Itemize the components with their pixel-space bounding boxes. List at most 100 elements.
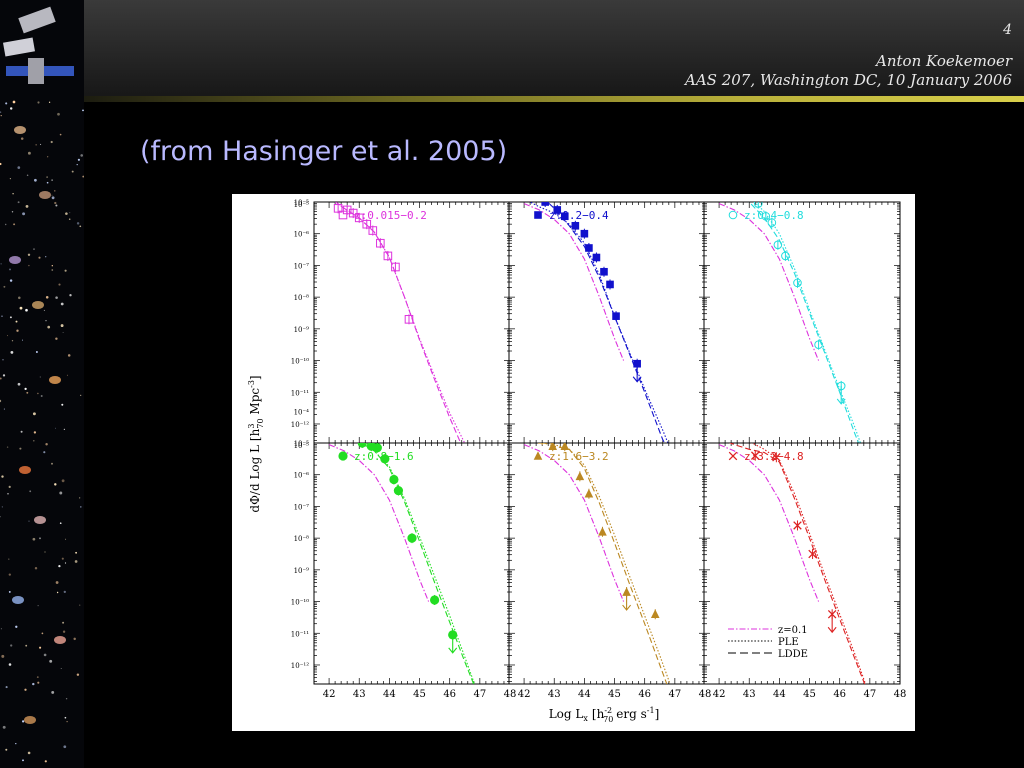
star — [54, 483, 57, 486]
star — [1, 654, 5, 658]
star — [18, 296, 21, 300]
galaxy — [34, 516, 46, 524]
star — [0, 516, 1, 518]
star — [22, 339, 23, 341]
star — [32, 537, 36, 541]
star — [0, 162, 2, 166]
star — [80, 154, 84, 157]
star — [1, 475, 4, 478]
reference-z0.1-curve — [718, 444, 820, 602]
panel-frame — [313, 201, 511, 444]
star — [17, 201, 20, 204]
panel-label: z:0.015−0.2 — [354, 209, 427, 222]
star — [49, 659, 53, 663]
star — [9, 107, 13, 110]
data-point — [354, 213, 364, 223]
data-point — [793, 278, 802, 288]
panel-frame — [508, 442, 706, 685]
star — [43, 451, 46, 454]
star — [62, 332, 64, 333]
panel-plot-area — [333, 202, 466, 443]
star — [74, 560, 78, 563]
data-point — [633, 359, 641, 368]
star — [59, 522, 62, 525]
star — [48, 101, 51, 103]
star — [10, 644, 13, 647]
star — [25, 644, 28, 647]
star — [73, 637, 76, 641]
star — [8, 485, 11, 489]
star — [51, 690, 55, 694]
star — [36, 676, 39, 678]
panel-plot-area — [523, 202, 669, 443]
ple-model-curve — [528, 202, 669, 443]
x-axis-label-sub: x — [583, 714, 588, 723]
star — [51, 196, 55, 200]
galaxy — [54, 636, 66, 644]
panel-ticks — [704, 201, 900, 443]
star — [65, 212, 68, 215]
y-axis-label-main: dΦ/d Log L [h — [248, 428, 262, 512]
chart-svg: dΦ/d Log L [h370 Mpc-3]Log Lx [h-2 70 erg s… — [247, 199, 906, 724]
luminosity-function-figure: dΦ/d Log L [h370 Mpc-3] Log Lx [h-2 70 erg s… — [232, 194, 915, 731]
data-point — [808, 549, 817, 559]
y-axis-label-sup: 3 — [247, 424, 256, 429]
star — [46, 176, 48, 178]
reference-z0.1-curve — [523, 203, 625, 361]
star — [12, 100, 16, 104]
star — [57, 112, 60, 116]
star — [22, 212, 26, 216]
x-tick-label: 44 — [773, 689, 786, 700]
star — [9, 268, 11, 271]
star — [0, 263, 2, 265]
x-axis-label-units-tail-sup: -1 — [647, 706, 655, 715]
star — [8, 590, 11, 593]
galaxy — [39, 191, 51, 199]
star — [63, 745, 67, 749]
data-point — [448, 630, 458, 640]
star — [0, 399, 2, 403]
star — [58, 564, 61, 568]
star — [43, 309, 45, 311]
star — [39, 376, 41, 378]
data-point — [560, 212, 569, 221]
x-tick-label: 45 — [608, 689, 621, 700]
star — [69, 212, 71, 214]
data-point — [368, 226, 378, 235]
galaxy — [49, 376, 61, 384]
star — [61, 403, 64, 406]
panel-label: z:0.8−1.6 — [354, 450, 414, 463]
star — [63, 428, 66, 431]
x-tick-label: 42 — [323, 689, 336, 700]
star — [54, 190, 56, 192]
data-point — [781, 251, 790, 261]
star — [5, 102, 8, 105]
panel-label-group: z:0.8−1.6 — [338, 450, 414, 463]
star — [15, 625, 18, 628]
star — [44, 551, 46, 553]
star — [2, 725, 6, 729]
star — [24, 387, 27, 391]
panel-label: z:0.2−0.4 — [549, 209, 609, 222]
ldde-model-curve — [729, 443, 866, 684]
x-tick-label: 44 — [383, 689, 396, 700]
data-point — [585, 244, 593, 252]
star — [76, 222, 80, 225]
data-point — [393, 485, 404, 496]
panel-1: 10⁻⁵10⁻⁴10⁻⁵10⁻⁶10⁻⁷10⁻⁸10⁻⁹10⁻¹⁰10⁻¹¹10… — [291, 199, 511, 444]
reference-z0.1-curve — [523, 444, 625, 602]
star — [66, 720, 68, 723]
reference-z0.1-curve — [718, 203, 820, 361]
star — [38, 256, 41, 259]
star — [55, 581, 59, 584]
panel-label-marker — [534, 211, 542, 219]
data-point — [580, 229, 589, 238]
star — [24, 688, 27, 691]
star — [7, 493, 9, 495]
star — [1, 506, 3, 508]
x-tick-label: 47 — [668, 689, 681, 700]
data-point — [793, 521, 802, 530]
x-tick-label: 48 — [504, 689, 517, 700]
star — [10, 350, 14, 354]
star — [0, 111, 2, 113]
